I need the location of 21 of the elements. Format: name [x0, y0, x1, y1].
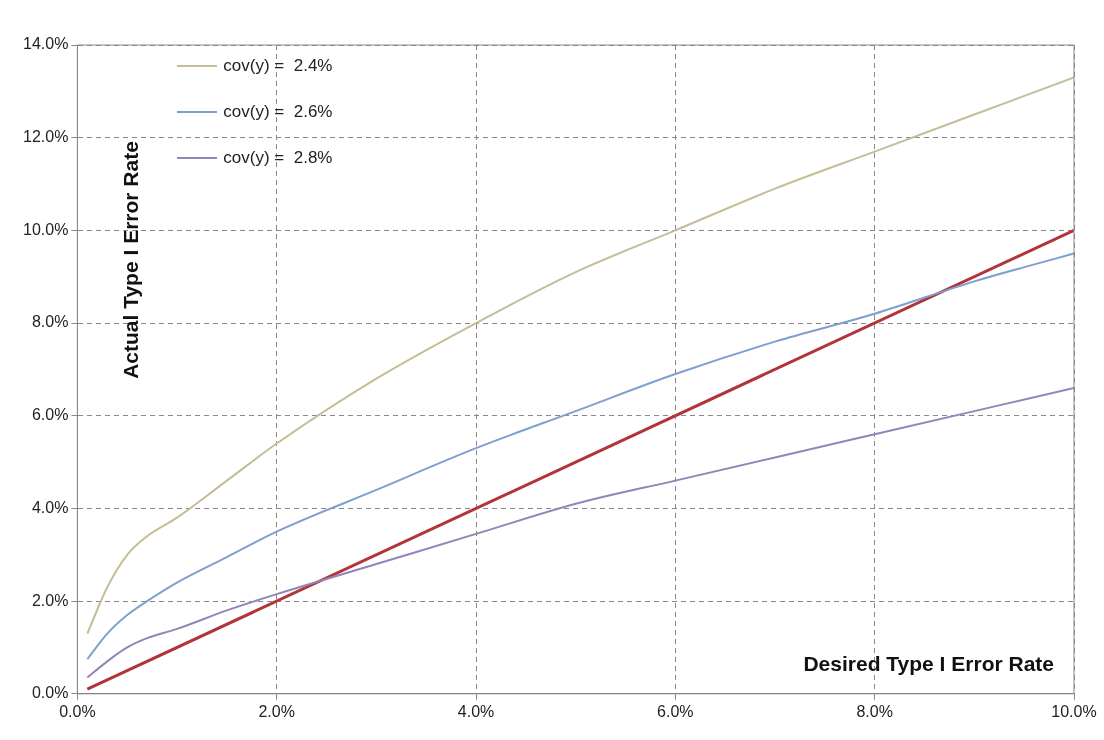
y-axis-title: Actual Type I Error Rate — [119, 141, 143, 379]
legend-label: cov(y) = 2.4% — [223, 56, 333, 76]
x-tick-label: 4.0% — [457, 702, 495, 720]
line-series — [86, 76, 1074, 635]
legend-label: cov(y) = 2.8% — [223, 148, 333, 168]
y-tick-label: 8.0% — [31, 313, 69, 331]
y-tick-label: 12.0% — [22, 128, 69, 146]
x-tick-label: 0.0% — [59, 702, 96, 720]
y-tick-label: 2.0% — [31, 591, 69, 609]
y-tick-label: 4.0% — [31, 498, 69, 516]
y-tick-label: 6.0% — [31, 406, 69, 424]
y-tick-label: 14.0% — [22, 35, 69, 53]
x-tick-label: 8.0% — [856, 702, 893, 720]
y-tick-label: 0.0% — [31, 684, 69, 702]
legend-label: cov(y) = 2.6% — [223, 102, 333, 122]
x-tick-label: 10.0% — [1051, 702, 1097, 720]
line-series — [86, 386, 1074, 679]
x-tick-label: 2.0% — [258, 702, 295, 720]
x-axis-title: Desired Type I Error Rate — [803, 652, 1054, 676]
x-tick-label: 6.0% — [657, 702, 694, 720]
y-tick-label: 10.0% — [22, 220, 69, 238]
